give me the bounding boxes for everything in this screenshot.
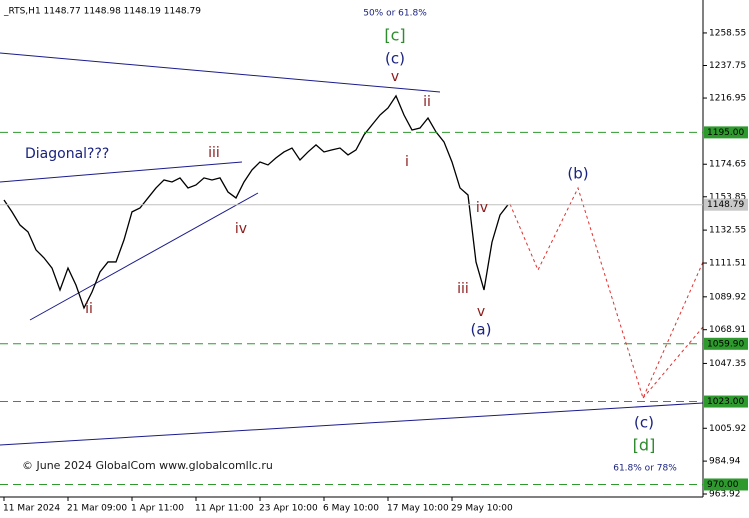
annotation: 50% or 61.8% xyxy=(363,9,427,19)
annotation: iii xyxy=(208,145,220,161)
y-tick-label: 1047.35 xyxy=(709,359,746,369)
trend-line xyxy=(0,52,441,93)
y-tick-label: 1174.65 xyxy=(709,160,746,170)
x-tick-label: 6 May 10:00 xyxy=(323,504,379,514)
x-tick-label: 17 May 10:00 xyxy=(387,504,449,514)
trend-line xyxy=(29,192,259,321)
level-box xyxy=(704,337,748,350)
y-tick-label: 1132.55 xyxy=(709,226,746,236)
level-label: 1059.90 xyxy=(707,339,744,349)
level-label: 970.00 xyxy=(707,480,739,490)
annotation: v xyxy=(477,304,485,320)
y-tick-label: 1005.92 xyxy=(709,424,746,434)
x-tick-label: 21 Mar 09:00 xyxy=(67,504,127,514)
level-label: 1023.00 xyxy=(707,397,744,407)
x-tick-label: 23 Apr 10:00 xyxy=(259,504,318,514)
annotation: ii xyxy=(85,301,93,317)
annotation: iv xyxy=(235,221,247,237)
annotation: [c] xyxy=(384,26,405,45)
trend-line xyxy=(0,402,704,446)
price-line xyxy=(3,94,509,310)
level-box xyxy=(704,478,748,491)
annotation: (c) xyxy=(385,50,405,68)
annotation: (c) xyxy=(634,414,654,432)
level-label: 1195.00 xyxy=(707,128,744,138)
annotation: iv xyxy=(476,200,488,216)
x-tick-label: 11 Mar 2024 xyxy=(3,504,60,514)
y-tick-label: 963.92 xyxy=(709,489,741,499)
annotation: ii xyxy=(423,94,431,110)
annotation: v xyxy=(391,69,399,85)
y-tick-label: 984.94 xyxy=(709,457,741,467)
chart-title: _RTS,H1 1148.77 1148.98 1148.19 1148.79 xyxy=(3,7,201,17)
trend-lines xyxy=(0,52,704,446)
level-box xyxy=(704,395,748,408)
y-tick-label: 1258.55 xyxy=(709,28,746,38)
annotation: i xyxy=(405,154,409,170)
forecast xyxy=(509,186,704,400)
trend-line xyxy=(0,161,243,183)
x-tick-label: 1 Apr 11:00 xyxy=(131,504,184,514)
annotation: (a) xyxy=(471,321,492,339)
annotation: [d] xyxy=(633,436,656,455)
y-tick-label: 1089.92 xyxy=(709,292,746,302)
y-tick-label: 1111.51 xyxy=(709,259,746,269)
x-tick-label: 11 Apr 11:00 xyxy=(195,504,254,514)
y-tick-label: 1068.91 xyxy=(709,325,746,335)
x-tick-label: 29 May 10:00 xyxy=(451,504,513,514)
annotation: (b) xyxy=(567,165,588,183)
annotation: © June 2024 GlobalCom www.globalcomllc.r… xyxy=(22,459,273,472)
annotation: iii xyxy=(457,281,469,297)
y-tick-label: 1237.75 xyxy=(709,61,746,71)
level-box xyxy=(704,126,748,139)
annotation: 61.8% or 78% xyxy=(613,464,677,474)
y-tick-label: 1153.85 xyxy=(709,192,746,202)
annotation: Diagonal??? xyxy=(25,146,109,162)
last-price-label: 1148.79 xyxy=(707,200,744,210)
last-price-box xyxy=(704,198,748,211)
y-tick-label: 1216.95 xyxy=(709,94,746,104)
forecast-path xyxy=(509,186,704,400)
